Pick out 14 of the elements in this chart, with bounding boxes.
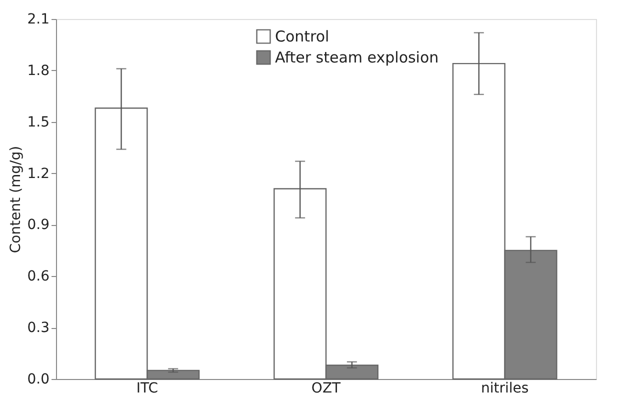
y-tick-label: 0.6 (27, 268, 50, 285)
y-tick-label: 1.5 (27, 114, 50, 130)
y-tick-label: 0.3 (27, 320, 50, 336)
x-tick-label: ITC (136, 380, 158, 396)
x-tick-label: nitriles (480, 380, 529, 396)
legend-label: Control (275, 28, 330, 46)
y-axis-title: Content (mg/g) (8, 146, 24, 254)
y-tick-label: 1.8 (27, 62, 50, 79)
y-tick-label: 2.1 (27, 12, 50, 28)
y-tick-label: 0.0 (27, 372, 50, 388)
x-tick-label: OZT (311, 380, 342, 396)
y-tick-label: 1.2 (27, 166, 50, 182)
y-tick-label: 0.9 (27, 217, 50, 234)
legend-label: After steam explosion (275, 48, 439, 66)
